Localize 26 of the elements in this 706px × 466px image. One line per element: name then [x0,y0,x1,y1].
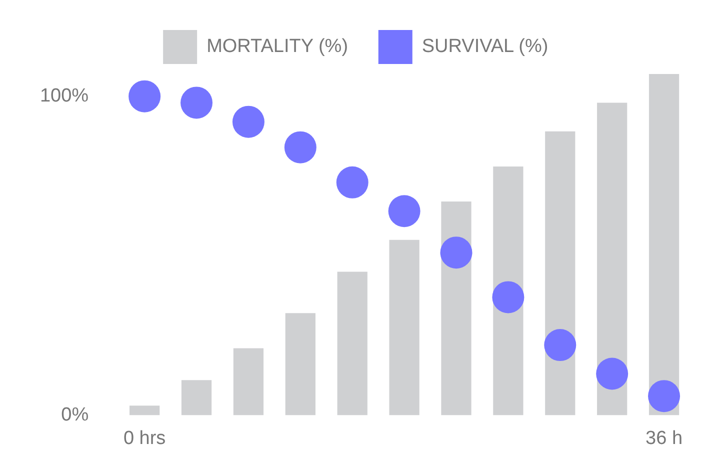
bar [337,272,368,416]
point [596,358,628,390]
x-tick-label: 0 hrs [123,428,166,449]
point [492,281,524,314]
point [440,236,472,269]
y-tick-label: 0% [61,404,89,426]
bar [389,240,420,416]
point [284,131,316,164]
point [648,380,680,412]
bar [648,74,680,416]
point [128,80,161,112]
x-tick-label: 36 h [646,428,683,449]
point [388,195,420,228]
point [232,106,264,138]
point [544,329,576,362]
bar [597,102,628,416]
bar [233,348,264,416]
bar [130,406,160,416]
point [336,166,368,198]
legend-label: MORTALITY (%) [206,36,348,58]
legend-label: SURVIVAL (%) [422,36,548,58]
bar [181,380,212,416]
y-tick-label: 100% [40,86,89,107]
bar [545,131,576,416]
point [180,86,213,119]
bar [285,313,316,416]
